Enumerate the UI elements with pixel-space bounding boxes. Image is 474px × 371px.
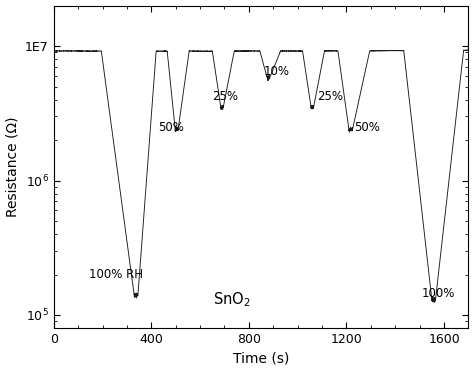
Text: 100% RH: 100% RH bbox=[89, 267, 143, 281]
Text: 50%: 50% bbox=[354, 121, 380, 134]
Text: 25%: 25% bbox=[212, 89, 238, 102]
Y-axis label: Resistance (Ω): Resistance (Ω) bbox=[6, 116, 19, 217]
Text: 50%: 50% bbox=[159, 121, 184, 134]
Text: SnO$_2$: SnO$_2$ bbox=[213, 291, 251, 309]
Text: 100%: 100% bbox=[422, 287, 456, 300]
Text: 10%: 10% bbox=[264, 65, 290, 78]
X-axis label: Time (s): Time (s) bbox=[233, 351, 289, 365]
Text: 25%: 25% bbox=[317, 89, 343, 102]
